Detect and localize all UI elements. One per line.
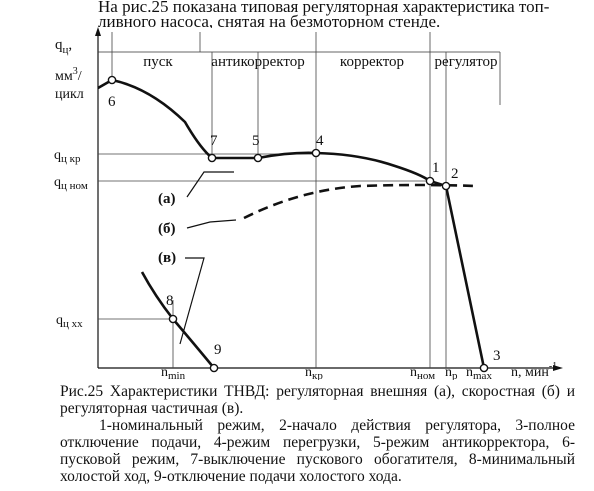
point-2-marker bbox=[441, 181, 451, 191]
point-7-marker bbox=[207, 153, 217, 163]
x-axis-label-sup: -1 bbox=[549, 361, 557, 372]
point-6-marker bbox=[107, 75, 117, 85]
leader-a bbox=[186, 171, 234, 198]
y-tick-qtsnom: qц ном bbox=[54, 175, 88, 192]
point-label-1: 1 bbox=[432, 160, 440, 176]
curve-v-partial bbox=[140, 271, 216, 369]
y-tick-qtskr: qц кр bbox=[54, 148, 81, 165]
y-tick-qtskr-sub: ц кр bbox=[61, 153, 81, 165]
point-5-marker bbox=[253, 153, 263, 163]
point-label-4: 4 bbox=[316, 133, 324, 149]
y-tick-qtsxx-sub: ц хх bbox=[63, 318, 83, 330]
point-label-8: 8 bbox=[166, 293, 174, 309]
intro-text: На рис.25 показана типовая регуляторная … bbox=[0, 0, 594, 28]
point-label-9: 9 bbox=[214, 342, 222, 358]
y-label-cube: 3 bbox=[73, 66, 78, 77]
x-tick-nkr-base: n bbox=[305, 365, 312, 380]
y-axis-label-units: мм3/ bbox=[55, 66, 82, 84]
intro-line-2: ливного насоса, снятая на безмоторном ст… bbox=[98, 12, 441, 29]
leader-v bbox=[179, 257, 205, 345]
y-axis-arrow-icon bbox=[95, 27, 101, 36]
x-tick-np-sub: р bbox=[452, 370, 458, 380]
y-label-sub: ц bbox=[63, 44, 69, 56]
curve-label-b: (б) bbox=[158, 221, 176, 237]
y-label-q: q bbox=[55, 37, 63, 53]
x-axis-arrow-icon bbox=[553, 365, 563, 371]
y-tick-qtsnom-sub: ц ном bbox=[61, 180, 88, 192]
zone-label-regulator: регулятор bbox=[435, 54, 498, 70]
point-3-marker bbox=[479, 363, 489, 373]
x-tick-nmin-sub: min bbox=[168, 370, 186, 380]
zone-label-anticorrector: антикорректор bbox=[211, 54, 304, 70]
intro-line-1: На рис.25 показана типовая регуляторная … bbox=[98, 0, 550, 16]
leader-b bbox=[186, 219, 237, 229]
x-tick-nmin: nmin bbox=[161, 365, 186, 380]
y-axis-label-q: qц, bbox=[55, 37, 72, 56]
zone-label-start: пуск bbox=[143, 54, 173, 70]
y-tick-qtsxx: qц хх bbox=[56, 313, 83, 330]
point-8-marker bbox=[168, 314, 178, 324]
figure-caption: Рис.25 Характеристики ТНВД: регуляторная… bbox=[60, 383, 575, 485]
point-label-2: 2 bbox=[451, 166, 459, 182]
x-tick-nkr: nкр bbox=[305, 365, 323, 380]
point-label-7: 7 bbox=[210, 133, 218, 149]
y-tick-qtskr-base: q bbox=[54, 148, 61, 163]
x-axis-label: n, мин-1 bbox=[511, 361, 557, 380]
x-tick-np: nр bbox=[445, 365, 458, 380]
curve-label-v: (в) bbox=[158, 250, 176, 266]
x-tick-nkr-sub: кр bbox=[312, 370, 323, 380]
y-label-slash: / bbox=[78, 69, 82, 84]
curve-label-a: (а) bbox=[158, 191, 176, 207]
characteristic-figure: пуск антикорректор корректор регулятор q… bbox=[54, 27, 563, 380]
curve-b-speed bbox=[243, 183, 477, 220]
point-4-marker bbox=[311, 148, 321, 158]
y-axis-label-cycle: цикл bbox=[55, 87, 84, 102]
point-1-marker bbox=[425, 176, 435, 186]
x-tick-nmax: nmax bbox=[466, 365, 492, 380]
x-tick-nnom-sub: ном bbox=[417, 370, 435, 380]
curve-a-external bbox=[97, 78, 486, 369]
y-tick-qtsnom-base: q bbox=[54, 175, 61, 190]
y-label-mm: мм bbox=[55, 69, 73, 84]
x-axis-label-text: n, мин bbox=[511, 365, 549, 380]
zone-label-corrector: корректор bbox=[340, 54, 404, 70]
point-9-marker bbox=[209, 363, 219, 373]
y-tick-qtsxx-base: q bbox=[56, 313, 63, 328]
x-tick-nnom-base: n bbox=[410, 365, 417, 380]
point-label-5: 5 bbox=[252, 133, 260, 149]
x-tick-nmax-base: n bbox=[466, 365, 473, 380]
caption-title: Рис.25 Характеристики ТНВД: регуляторная… bbox=[60, 383, 575, 417]
x-tick-nmin-base: n bbox=[161, 365, 168, 380]
x-tick-nmax-sub: max bbox=[473, 370, 492, 380]
point-label-6: 6 bbox=[108, 94, 116, 110]
x-tick-np-base: n bbox=[445, 365, 452, 380]
caption-legend: 1-номинальный режим, 2-начало действия р… bbox=[60, 417, 575, 485]
point-label-3: 3 bbox=[493, 348, 501, 364]
y-label-comma: , bbox=[68, 37, 72, 53]
x-tick-nnom: nном bbox=[410, 365, 435, 380]
